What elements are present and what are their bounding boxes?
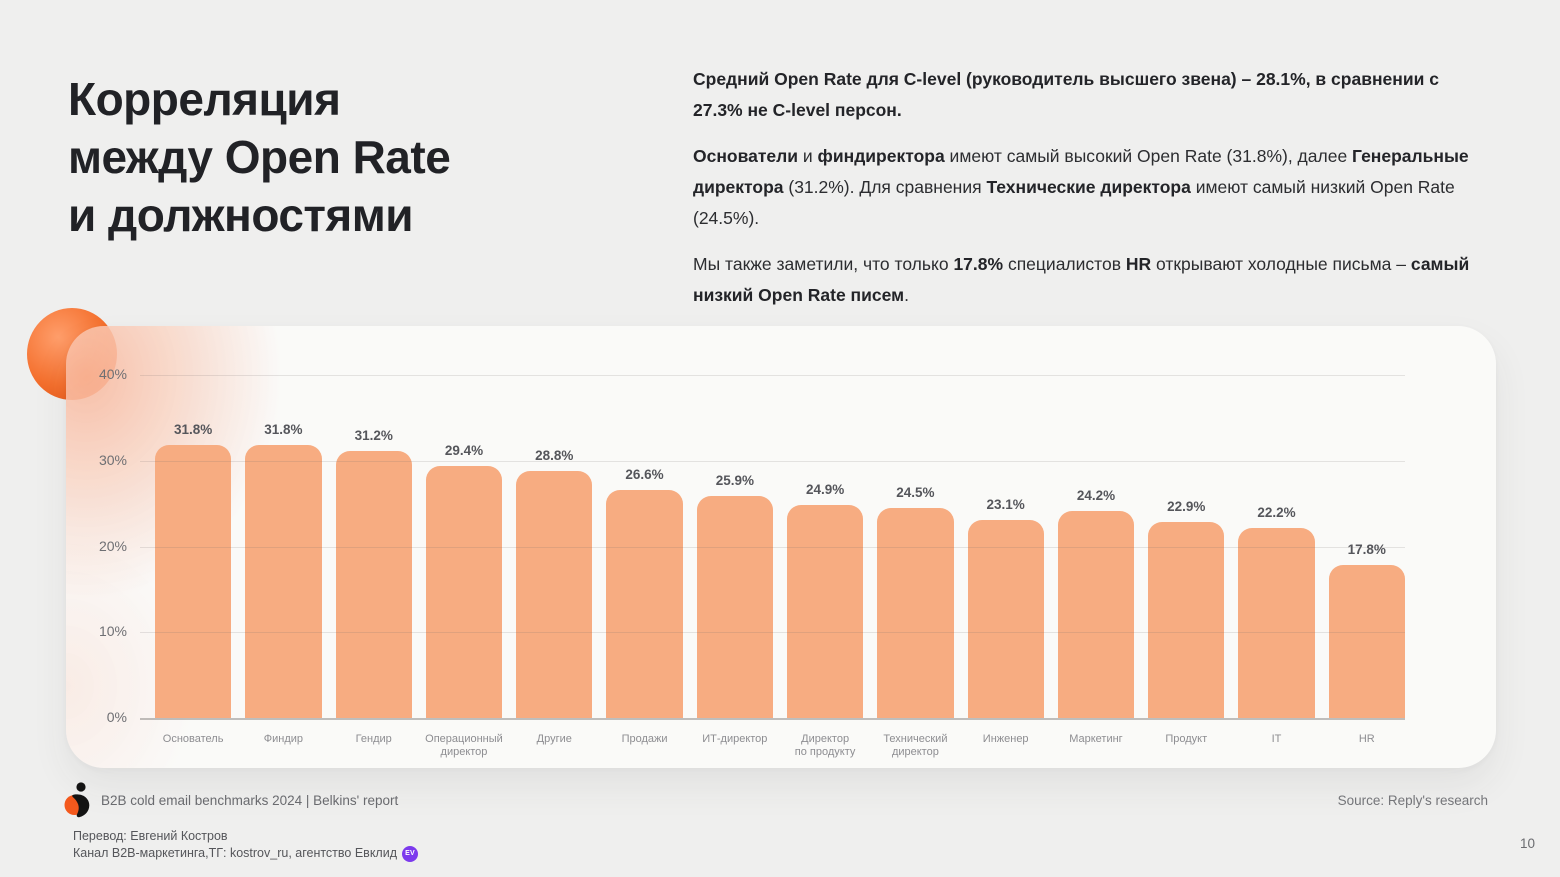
gridlines [140,326,1405,768]
chart-card: 40% 30% 20% 10% 0% 31.8% Основатель 31.8% Финди… [66,326,1496,768]
x-category-label: ИТ-директор [702,733,768,745]
y-tick-label: 0% [106,709,127,725]
y-tick-label: 20% [98,537,127,554]
page-title-line: и должностями [68,189,414,241]
page-title: Корреляция между Open Rate и должностями [68,70,628,244]
bar [1057,510,1135,718]
bar [245,445,322,718]
bar-value-label: 25.9% [715,472,754,488]
x-category-label: Инженер [982,733,1029,745]
bar-chart: 31.8% Основатель 31.8% Финдир 31.2% Гендир 29.… [155,375,1405,758]
bar-value-label: 24.9% [805,481,845,497]
bar [696,495,773,718]
gridline [140,546,1405,548]
bar-column: 24.9% Директор по продукту [786,375,864,758]
bar-column: 24.5% Технический директор [877,375,954,758]
bar [1238,527,1315,718]
y-tick-label: 10% [98,623,127,640]
bar-column: 24.2% Маркетинг [1057,375,1135,745]
page-number: 10 [1519,836,1535,851]
x-category-label: Директор по продукту [794,733,856,758]
bar-column: 22.2% IT [1238,375,1315,745]
page-title-line: Корреляция [68,73,341,125]
bar-column: 25.9% ИТ-директор [696,375,773,745]
bar [516,471,593,718]
bar-value-label: 22.9% [1167,498,1206,514]
bar-value-label: 31.2% [354,427,393,443]
bar-value-label: 31.8% [174,422,213,438]
bar-value-label: 23.1% [986,496,1025,512]
report-label: B2B cold email benchmarks 2024 | Belkins… [101,793,399,808]
x-category-label: Гендир [355,733,392,745]
page-title-line: между Open Rate [68,131,451,183]
bar-value-label: 31.8% [264,422,303,438]
bar [1328,565,1405,718]
bar-column: 28.8% Другие [516,375,593,745]
x-category-label: Продукт [1165,733,1208,745]
insight-paragraph: Мы также заметили, что только 17.8% спец… [693,254,1470,305]
x-category-label: Продажи [621,733,668,745]
evklid-badge-icon: EV [402,845,418,862]
x-category-label: Другие [536,733,572,745]
gridline [140,632,1405,634]
gridline [140,460,1405,462]
y-axis: 40% 30% 20% 10% 0% [66,326,127,768]
y-tick-label: 40% [98,366,127,382]
bar [155,445,232,718]
bar-column: 17.8% HR [1328,375,1405,745]
x-category-label: Финдир [263,733,304,745]
bar [1148,521,1225,718]
bar [786,504,864,718]
belkins-logo-icon [64,782,90,818]
bar [877,507,954,718]
bar [967,519,1044,718]
gridline [140,375,1405,376]
insights: Средний Open Rate для C-level (руководит… [693,64,1488,326]
bar-column: 29.4% Операционный директор [425,375,503,758]
bar [335,450,412,718]
bar [425,465,503,718]
bar-column: 31.8% Основатель [155,375,232,745]
bar-value-label: 24.5% [896,484,935,500]
bar-value-label: 29.4% [444,442,484,458]
x-category-label: IT [1271,733,1282,745]
bar-column: 31.8% Финдир [245,375,322,745]
bar-column: 23.1% Инженер [967,375,1044,745]
y-tick-label: 30% [98,451,127,468]
bar-value-label: 28.8% [535,448,574,463]
bar-column: 26.6% Продажи [606,375,683,745]
gridline [140,718,1405,720]
x-category-label: Основатель [162,733,224,745]
x-category-label: Технический директор [883,733,948,758]
insight-paragraph: Основатели и финдиректора имеют самый вы… [693,146,1469,228]
bar-value-label: 22.2% [1257,504,1296,520]
source-label: Source: Reply's research [1337,793,1488,808]
translation-line: Канал B2B-маркетинга,ТГ: kostrov_ru, аге… [73,846,397,860]
bar-column: 31.2% Гендир [335,375,412,745]
bar-column: 22.9% Продукт [1148,375,1225,745]
x-category-label: Маркетинг [1069,733,1123,745]
bar-value-label: 24.2% [1076,487,1116,503]
bar-value-label: 26.6% [625,466,664,482]
x-category-label: Операционный директор [425,733,503,758]
bar [606,489,683,718]
insight-paragraph: Средний Open Rate для C-level (руководит… [693,69,1439,120]
x-category-label: HR [1358,733,1375,745]
translation-credits: Перевод: Евгений Костров Канал B2B-марке… [73,828,418,862]
bar-value-label: 17.8% [1347,542,1386,558]
translation-line: Перевод: Евгений Костров [73,829,228,843]
